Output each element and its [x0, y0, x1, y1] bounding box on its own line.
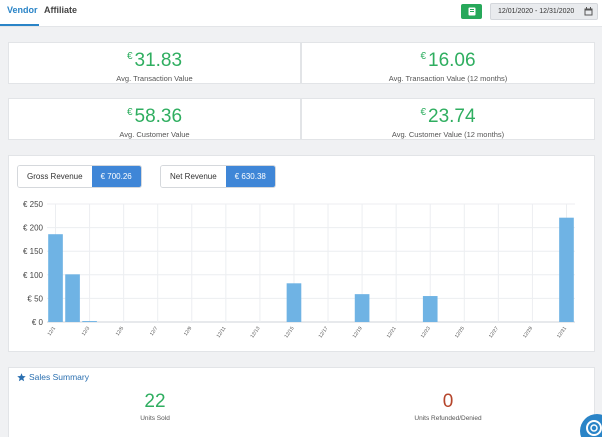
export-button[interactable] [461, 4, 482, 19]
x-tick-label: 12/7 [149, 326, 160, 338]
stat-avg-transaction-12m: €16.06 Avg. Transaction Value (12 months… [301, 42, 595, 84]
gross-revenue-value: € 700.26 [91, 166, 141, 187]
net-revenue-label: Net Revenue [161, 166, 226, 187]
help-widget-button[interactable] [580, 414, 602, 437]
x-tick-label: 12/29 [522, 326, 534, 340]
x-tick-label: 12/5 [115, 326, 126, 338]
stat-label: Avg. Transaction Value (12 months) [388, 74, 508, 83]
tab-vendor[interactable]: Vendor [7, 5, 38, 15]
y-tick-label: € 0 [32, 318, 44, 327]
units-refunded-label: Units Refunded/Denied [414, 415, 482, 422]
date-range-text: 12/01/2020 - 12/31/2020 [498, 8, 575, 15]
stat-value: €16.06 [420, 50, 476, 71]
bar [354, 294, 370, 322]
units-sold: 22 Units Sold [105, 391, 205, 422]
gross-revenue-label: Gross Revenue [18, 166, 92, 187]
x-tick-label: 12/23 [420, 326, 432, 340]
bar [65, 274, 80, 322]
stat-avg-customer-12m: €23.74 Avg. Customer Value (12 months) [301, 98, 595, 140]
stat-value: €23.74 [420, 106, 476, 127]
date-range-picker[interactable]: 12/01/2020 - 12/31/2020 [490, 3, 598, 20]
tab-affiliate[interactable]: Affiliate [44, 5, 78, 15]
bar [422, 296, 438, 322]
revenue-chart-card: Gross Revenue € 700.26 Net Revenue € 630… [8, 155, 595, 352]
book-icon [468, 7, 475, 16]
stat-avg-transaction: €31.83 Avg. Transaction Value [8, 42, 301, 84]
stat-label: Avg. Customer Value (12 months) [391, 130, 505, 139]
x-tick-label: 12/19 [352, 326, 364, 340]
x-tick-label: 12/3 [81, 326, 92, 338]
top-bar: Vendor Affiliate 12/01/2020 - 12/31/2020 [0, 0, 602, 27]
x-tick-label: 12/17 [318, 326, 330, 340]
stat-label: Avg. Transaction Value [116, 74, 193, 83]
y-tick-label: € 100 [23, 271, 44, 280]
stat-avg-customer: €58.36 Avg. Customer Value [8, 98, 301, 140]
star-icon [17, 372, 26, 381]
x-tick-label: 12/31 [556, 326, 568, 340]
lifebuoy-icon [586, 420, 602, 436]
x-tick-label: 12/21 [386, 326, 398, 340]
net-revenue-value: € 630.38 [225, 166, 275, 187]
x-tick-label: 12/25 [454, 326, 466, 340]
sales-summary-card: Sales Summary 22 Units Sold 0 Units Refu… [8, 367, 595, 437]
stat-value: €31.83 [126, 50, 183, 71]
revenue-bar-chart: € 0 € 50 € 100 € 150 € 200 € 250 12/1 12/3 12/5 1… [23, 200, 575, 340]
bar [82, 321, 97, 322]
bar [559, 217, 574, 322]
x-tick-label: 12/27 [488, 326, 500, 340]
units-sold-value: 22 [144, 391, 166, 412]
y-tick-label: € 50 [27, 294, 43, 303]
units-refunded-value: 0 [442, 391, 454, 412]
bar [286, 283, 302, 322]
y-tick-label: € 150 [23, 247, 44, 256]
y-tick-label: € 200 [23, 224, 44, 233]
x-tick-label: 12/1 [47, 326, 58, 338]
y-tick-label: € 250 [23, 200, 44, 209]
bar [48, 234, 63, 322]
x-tick-label: 12/13 [249, 326, 261, 340]
active-tab-indicator [0, 24, 39, 26]
sales-summary-title: Sales Summary [29, 372, 89, 382]
stat-label: Avg. Customer Value [119, 130, 190, 139]
x-tick-label: 12/9 [183, 326, 194, 338]
units-refunded: 0 Units Refunded/Denied [398, 391, 498, 422]
sales-summary-header: Sales Summary [17, 372, 89, 382]
x-tick-label: 12/11 [216, 326, 228, 340]
gross-revenue-box[interactable]: Gross Revenue € 700.26 [17, 165, 142, 188]
calendar-icon [584, 7, 593, 16]
net-revenue-box[interactable]: Net Revenue € 630.38 [160, 165, 276, 188]
units-sold-label: Units Sold [140, 415, 170, 422]
stat-value: €58.36 [126, 106, 183, 127]
x-tick-label: 12/15 [284, 326, 296, 340]
